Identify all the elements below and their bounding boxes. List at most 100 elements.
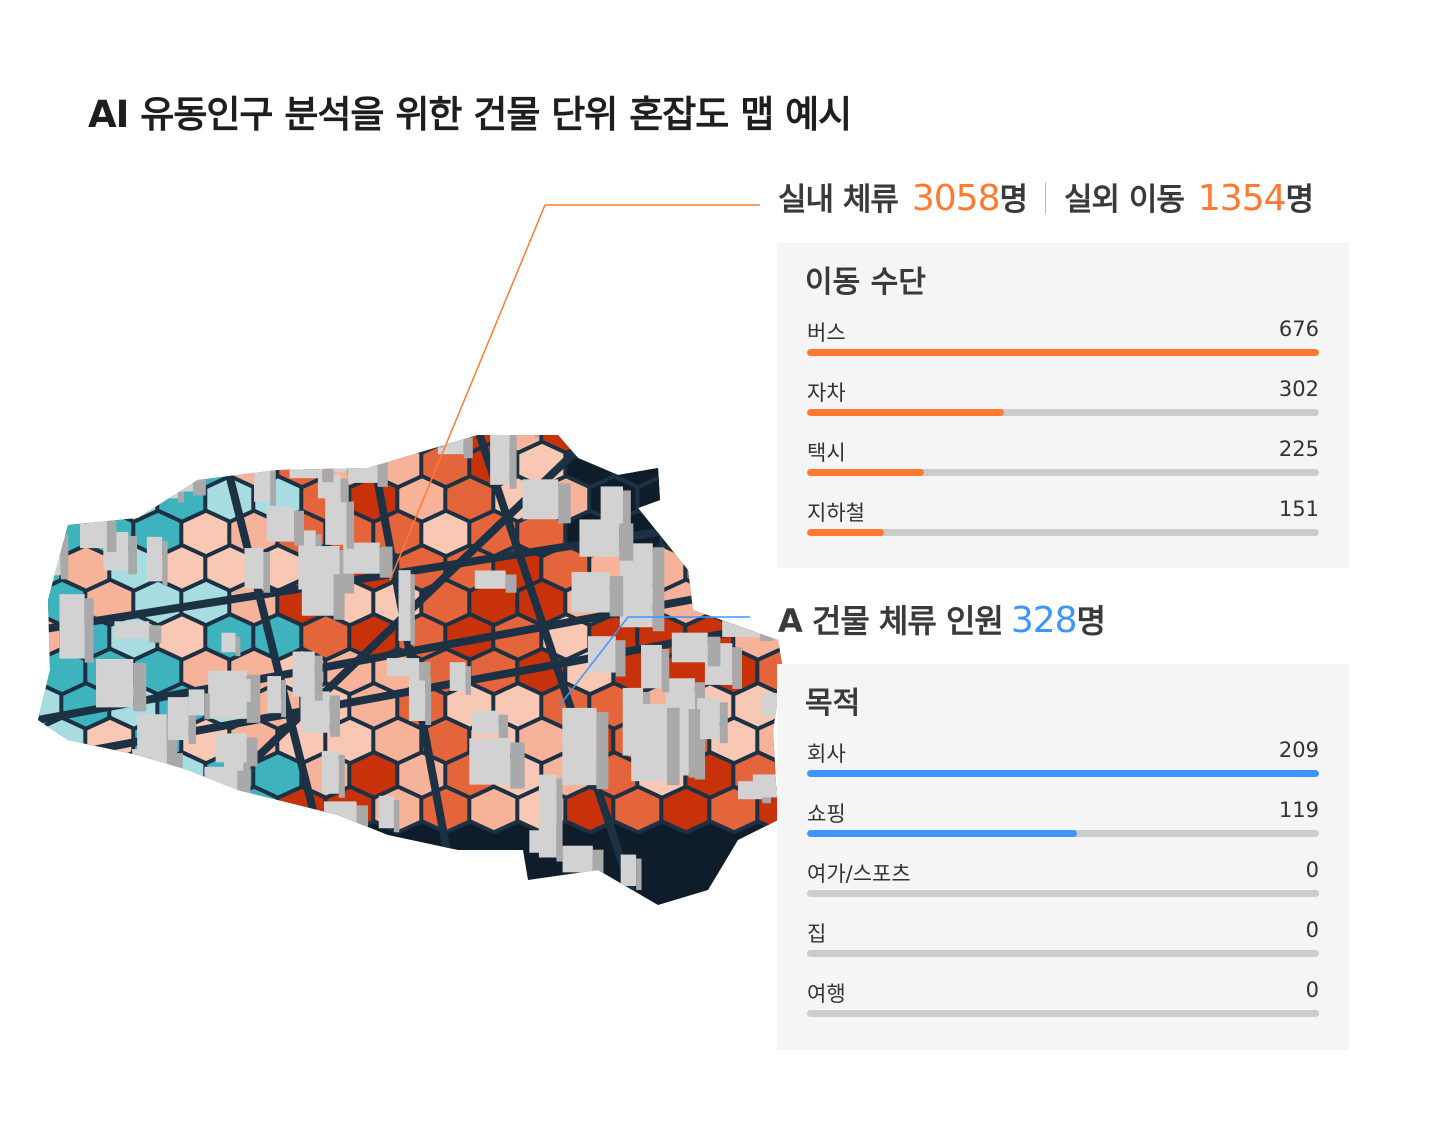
building-side	[322, 451, 334, 483]
building	[215, 733, 247, 763]
building-side	[505, 574, 517, 593]
building	[59, 594, 85, 659]
indoor-value: 3058	[911, 178, 1001, 219]
building	[167, 697, 189, 741]
congestion-cell	[659, 439, 713, 490]
congestion-cell	[707, 508, 761, 559]
building-side	[758, 452, 767, 476]
building	[137, 714, 167, 764]
building	[325, 497, 347, 545]
transport-value: 302	[1278, 377, 1319, 401]
building	[292, 651, 315, 697]
building-side	[162, 540, 168, 586]
building	[752, 774, 783, 798]
congestion-cell	[59, 435, 113, 456]
building-side	[188, 701, 196, 745]
building	[301, 570, 334, 616]
congestion-cell	[38, 473, 65, 525]
building	[96, 658, 134, 708]
building	[161, 473, 179, 499]
building-side	[270, 480, 276, 506]
building-side	[333, 574, 345, 620]
purpose-heading: 목적	[805, 686, 861, 721]
building	[80, 514, 107, 549]
congestion-cell	[179, 784, 233, 835]
building-side	[250, 682, 255, 706]
building-side	[556, 778, 563, 862]
building-side	[498, 714, 509, 739]
page-title: AI 유동인구 분석을 위한 건물 단위 혼잡도 맵 예시	[88, 93, 852, 136]
congestion-cell	[587, 435, 641, 456]
building	[562, 845, 593, 873]
purpose-row: 회사 209	[807, 738, 1319, 788]
transport-label: 지하철	[807, 501, 865, 525]
building	[404, 435, 434, 444]
building	[266, 506, 295, 542]
building-side	[187, 451, 198, 478]
building-side	[119, 454, 125, 496]
building-side	[580, 435, 588, 441]
building-side	[719, 702, 728, 744]
building	[102, 447, 126, 496]
building	[469, 738, 511, 785]
purpose-label: 쇼핑	[807, 802, 846, 826]
building-side	[237, 770, 249, 793]
congestion-cell	[131, 784, 185, 835]
building-side	[510, 742, 525, 789]
transport-heading: 이동 수단	[805, 265, 926, 300]
building	[48, 457, 71, 490]
building-side	[736, 478, 744, 512]
congestion-cell	[155, 435, 209, 456]
congestion-cell	[683, 542, 737, 594]
building-side	[558, 483, 571, 524]
building-side	[636, 858, 642, 890]
building-side	[329, 695, 341, 737]
congestion-cell	[38, 435, 65, 456]
building-side	[125, 451, 134, 500]
congestion-cell	[83, 439, 137, 490]
congestion-cell	[203, 435, 257, 456]
building	[244, 548, 264, 589]
building	[762, 430, 777, 432]
purpose-bar-track	[807, 830, 1319, 837]
building-side	[340, 478, 349, 503]
summary-stats: 실내 체류 3058명 실외 이동 1354명	[778, 174, 1314, 219]
building-side	[193, 435, 206, 496]
congestion-cell	[38, 715, 89, 766]
outdoor-label: 실외 이동	[1064, 182, 1185, 218]
road	[38, 576, 783, 724]
transport-row: 지하철 151	[807, 497, 1319, 547]
building-occupancy: A 건물 체류 인원 328명	[778, 596, 1106, 642]
building-side	[106, 518, 117, 553]
purpose-bar-track	[807, 1010, 1319, 1017]
congestion-cell	[107, 435, 161, 456]
congestion-cell	[38, 439, 89, 490]
building-side	[534, 435, 540, 438]
building-side	[346, 501, 355, 549]
purpose-value: 0	[1305, 858, 1319, 882]
building	[437, 435, 464, 455]
congestion-cell	[107, 749, 161, 801]
transport-bar-track	[807, 469, 1319, 476]
purpose-label: 여가/스포츠	[807, 862, 911, 886]
purpose-row: 쇼핑 119	[807, 798, 1319, 848]
transport-label: 택시	[807, 441, 846, 465]
building-side	[314, 655, 323, 701]
building	[538, 774, 557, 858]
building-side	[263, 552, 271, 593]
building-side	[149, 625, 162, 643]
building-unit: 명	[1076, 602, 1106, 640]
building	[620, 854, 637, 886]
building	[671, 632, 708, 663]
congestion-cell	[659, 784, 713, 835]
building-side	[294, 510, 304, 546]
building	[522, 479, 559, 520]
building	[474, 570, 506, 589]
building-side	[235, 636, 241, 657]
building-side	[465, 666, 471, 695]
building	[684, 462, 698, 507]
building	[254, 476, 271, 502]
transport-bar-fill	[807, 469, 925, 476]
building	[321, 750, 339, 794]
building	[562, 707, 597, 786]
